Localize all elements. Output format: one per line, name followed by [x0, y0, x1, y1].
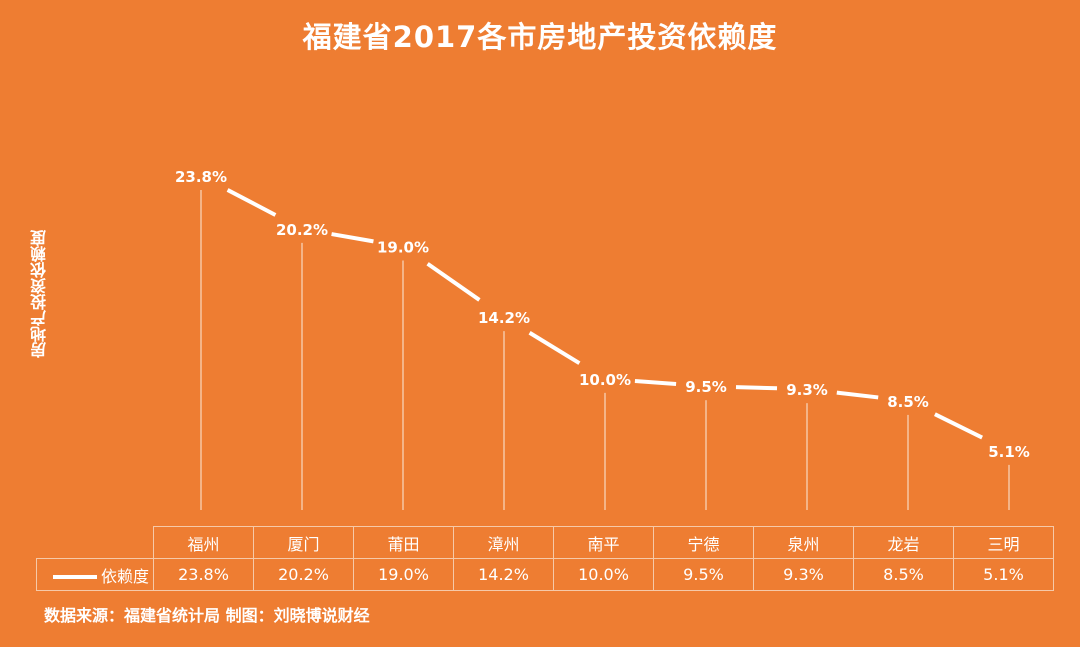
table-value: 19.0%	[353, 558, 454, 591]
table-value: 8.5%	[853, 558, 954, 591]
data-label: 20.2%	[276, 221, 328, 239]
category-label: 龙岩	[853, 526, 954, 559]
table-value: 9.3%	[753, 558, 854, 591]
data-label: 14.2%	[478, 309, 530, 327]
source-note: 数据来源：福建省统计局 制图：刘晓博说财经	[44, 606, 370, 625]
legend-line-swatch	[52, 575, 97, 579]
data-label: 19.0%	[377, 239, 429, 257]
data-label: 9.5%	[685, 378, 727, 396]
series-line-segment	[735, 385, 778, 391]
data-table: 福州 厦门 莆田 漳州 南平 宁德 泉州 龙岩 三明 依赖度 23.8% 20.2% 19.0% 14.…	[36, 526, 1054, 591]
series-line-segment	[934, 412, 983, 440]
series-line-segment	[226, 188, 277, 217]
table-value: 20.2%	[253, 558, 354, 591]
category-label: 厦门	[253, 526, 354, 559]
category-label: 泉州	[753, 526, 854, 559]
data-label: 5.1%	[988, 443, 1030, 461]
table-value: 10.0%	[553, 558, 654, 591]
category-label: 福州	[153, 526, 254, 559]
category-label: 宁德	[653, 526, 754, 559]
table-value: 23.8%	[153, 558, 254, 591]
table-value: 14.2%	[453, 558, 554, 591]
legend-entry: 依赖度	[36, 558, 154, 591]
data-label: 9.3%	[786, 381, 828, 399]
data-label: 23.8%	[175, 168, 227, 186]
category-label: 漳州	[453, 526, 554, 559]
data-label: 8.5%	[887, 393, 929, 411]
table-value: 5.1%	[953, 558, 1054, 591]
category-label: 三明	[953, 526, 1054, 559]
category-label: 莆田	[353, 526, 454, 559]
table-corner	[36, 526, 154, 559]
category-label: 南平	[553, 526, 654, 559]
legend-label: 依赖度	[100, 566, 149, 586]
table-value: 9.5%	[653, 558, 754, 591]
series-line-segment	[836, 390, 879, 400]
series-line-segment	[528, 331, 581, 365]
series-line-segment	[331, 232, 374, 244]
data-label: 10.0%	[579, 371, 631, 389]
series-line-segment	[634, 379, 677, 387]
series-line-segment	[426, 262, 481, 302]
chart-title: 福建省2017各市房地产投资依赖度	[302, 20, 778, 54]
